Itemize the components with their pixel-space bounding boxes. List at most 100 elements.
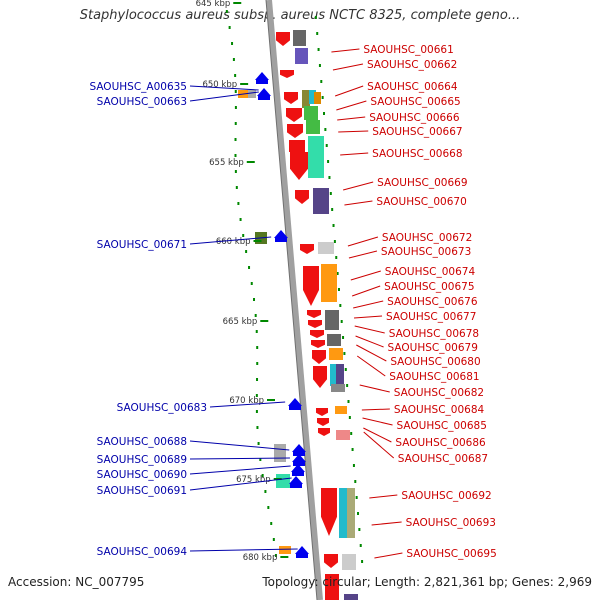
gene-label-saouhsc_a00635[interactable]: SAOUHSC_A00635 [89, 81, 187, 93]
reverse-gene-arrow[interactable] [255, 72, 269, 84]
gene-label-saouhsc_00690[interactable]: SAOUHSC_00690 [97, 469, 187, 481]
reverse-gene-arrow[interactable] [288, 398, 302, 410]
reverse-gene-arrow[interactable] [274, 230, 288, 242]
gene-block[interactable] [330, 364, 336, 386]
gene-block[interactable] [331, 384, 345, 392]
gene-block[interactable] [276, 474, 290, 488]
reverse-gene-arrow[interactable] [292, 444, 306, 456]
gene-block[interactable] [335, 406, 347, 414]
gene-block[interactable] [293, 30, 306, 46]
gene-label-saouhsc_00668[interactable]: SAOUHSC_00668 [372, 148, 462, 160]
gene-label-saouhsc_00686[interactable]: SAOUHSC_00686 [395, 437, 486, 449]
reverse-gene-arrow[interactable] [257, 88, 271, 100]
leader-line [354, 325, 385, 334]
gene-label-saouhsc_00680[interactable]: SAOUHSC_00680 [390, 356, 480, 368]
gene-block[interactable] [308, 136, 324, 178]
gene-label-saouhsc_00694[interactable]: SAOUHSC_00694 [97, 546, 188, 558]
gene-label-saouhsc_00664[interactable]: SAOUHSC_00664 [367, 81, 458, 93]
forward-gene-arrow[interactable] [307, 310, 321, 318]
gene-label-saouhsc_00681[interactable]: SAOUHSC_00681 [389, 371, 479, 383]
forward-gene-arrow[interactable] [318, 428, 330, 436]
gene-label-saouhsc_00671[interactable]: SAOUHSC_00671 [97, 239, 187, 251]
gene-label-saouhsc_00662[interactable]: SAOUHSC_00662 [367, 59, 457, 71]
gene-block[interactable] [274, 444, 286, 462]
gene-block[interactable] [279, 546, 291, 554]
forward-gene-arrow[interactable] [308, 320, 322, 328]
gene-label-saouhsc_00675[interactable]: SAOUHSC_00675 [384, 281, 474, 293]
forward-gene-arrow[interactable] [284, 92, 298, 104]
gene-label-saouhsc_00691[interactable]: SAOUHSC_00691 [97, 485, 187, 497]
leader-line [363, 427, 392, 443]
forward-gene-arrow[interactable] [321, 488, 337, 536]
forward-gene-arrow[interactable] [300, 244, 314, 254]
gene-label-saouhsc_00679[interactable]: SAOUHSC_00679 [388, 342, 478, 354]
gene-label-saouhsc_00687[interactable]: SAOUHSC_00687 [398, 453, 488, 465]
forward-gene-arrow[interactable] [280, 70, 294, 78]
gene-label-saouhsc_00666[interactable]: SAOUHSC_00666 [369, 112, 460, 124]
gene-label-saouhsc_00676[interactable]: SAOUHSC_00676 [387, 296, 478, 308]
gene-block[interactable] [336, 430, 350, 440]
forward-gene-arrow[interactable] [313, 366, 327, 388]
gene-block[interactable] [314, 92, 321, 104]
gene-label-saouhsc_00670[interactable]: SAOUHSC_00670 [376, 196, 466, 208]
forward-gene-arrow[interactable] [316, 408, 328, 416]
forward-gene-arrow[interactable] [290, 152, 308, 180]
gene-label-saouhsc_00682[interactable]: SAOUHSC_00682 [394, 387, 484, 399]
gene-block[interactable] [302, 90, 310, 108]
forward-gene-arrow[interactable] [312, 350, 326, 364]
gene-block[interactable] [318, 242, 334, 254]
forward-gene-arrow[interactable] [286, 108, 302, 122]
gene-label-saouhsc_00693[interactable]: SAOUHSC_00693 [406, 517, 496, 529]
gene-label-saouhsc_00665[interactable]: SAOUHSC_00665 [370, 96, 460, 108]
gene-block[interactable] [336, 364, 344, 386]
gene-label-saouhsc_00695[interactable]: SAOUHSC_00695 [406, 548, 496, 560]
gene-label-saouhsc_00661[interactable]: SAOUHSC_00661 [363, 44, 453, 56]
forward-gene-arrow[interactable] [287, 124, 303, 138]
forward-gene-arrow[interactable] [303, 266, 319, 306]
gene-label-saouhsc_00673[interactable]: SAOUHSC_00673 [381, 246, 471, 258]
gene-label-saouhsc_00674[interactable]: SAOUHSC_00674 [385, 266, 476, 278]
gene-block[interactable] [325, 310, 339, 330]
forward-gene-arrow[interactable] [295, 190, 309, 204]
reverse-gene-arrow[interactable] [292, 454, 306, 466]
gene-block[interactable] [344, 594, 358, 600]
reverse-gene-arrow[interactable] [295, 546, 309, 558]
gene-label-saouhsc_00683[interactable]: SAOUHSC_00683 [117, 402, 207, 414]
gene-label-saouhsc_00692[interactable]: SAOUHSC_00692 [401, 490, 491, 502]
gene-block[interactable] [289, 140, 305, 152]
gene-block[interactable] [313, 188, 329, 214]
gene-block[interactable] [329, 348, 343, 360]
reverse-gene-arrow[interactable] [289, 476, 303, 488]
gene-block[interactable] [304, 106, 318, 120]
gene-block[interactable] [306, 120, 320, 134]
gene-block[interactable] [321, 264, 337, 302]
gene-label-saouhsc_00688[interactable]: SAOUHSC_00688 [97, 436, 187, 448]
gene-block[interactable] [339, 488, 347, 538]
gene-block[interactable] [342, 554, 356, 570]
gene-block[interactable] [347, 488, 355, 538]
gene-block[interactable] [309, 90, 316, 104]
gene-block[interactable] [248, 90, 256, 98]
gene-label-saouhsc_00677[interactable]: SAOUHSC_00677 [386, 311, 476, 323]
gene-label-saouhsc_00669[interactable]: SAOUHSC_00669 [377, 177, 467, 189]
forward-gene-arrow[interactable] [276, 32, 290, 46]
reverse-gene-labels[interactable]: SAOUHSC_A00635 SAOUHSC_00663 SAOUHSC_00671… [89, 81, 298, 558]
gene-label-saouhsc_00689[interactable]: SAOUHSC_00689 [97, 454, 187, 466]
forward-gene-arrow[interactable] [311, 340, 325, 348]
gene-block[interactable] [325, 574, 339, 600]
gene-label-saouhsc_00672[interactable]: SAOUHSC_00672 [382, 232, 472, 244]
gene-features[interactable] [238, 30, 358, 600]
reverse-gene-arrow[interactable] [291, 464, 305, 476]
forward-gene-labels[interactable]: SAOUHSC_00661 SAOUHSC_00662 SAOUHSC_00664 S… [331, 44, 497, 560]
gene-label-saouhsc_00685[interactable]: SAOUHSC_00685 [397, 420, 487, 432]
forward-gene-arrow[interactable] [317, 418, 329, 426]
forward-gene-arrow[interactable] [310, 330, 324, 338]
gene-label-saouhsc_00684[interactable]: SAOUHSC_00684 [394, 404, 485, 416]
gene-block[interactable] [327, 334, 341, 346]
gene-label-saouhsc_00667[interactable]: SAOUHSC_00667 [372, 126, 462, 138]
gene-label-saouhsc_00663[interactable]: SAOUHSC_00663 [97, 96, 187, 108]
gene-label-saouhsc_00678[interactable]: SAOUHSC_00678 [389, 328, 479, 340]
gene-block[interactable] [295, 48, 308, 64]
forward-gene-arrow[interactable] [324, 554, 338, 568]
